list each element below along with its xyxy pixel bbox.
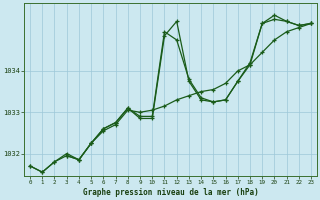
X-axis label: Graphe pression niveau de la mer (hPa): Graphe pression niveau de la mer (hPa): [83, 188, 259, 197]
